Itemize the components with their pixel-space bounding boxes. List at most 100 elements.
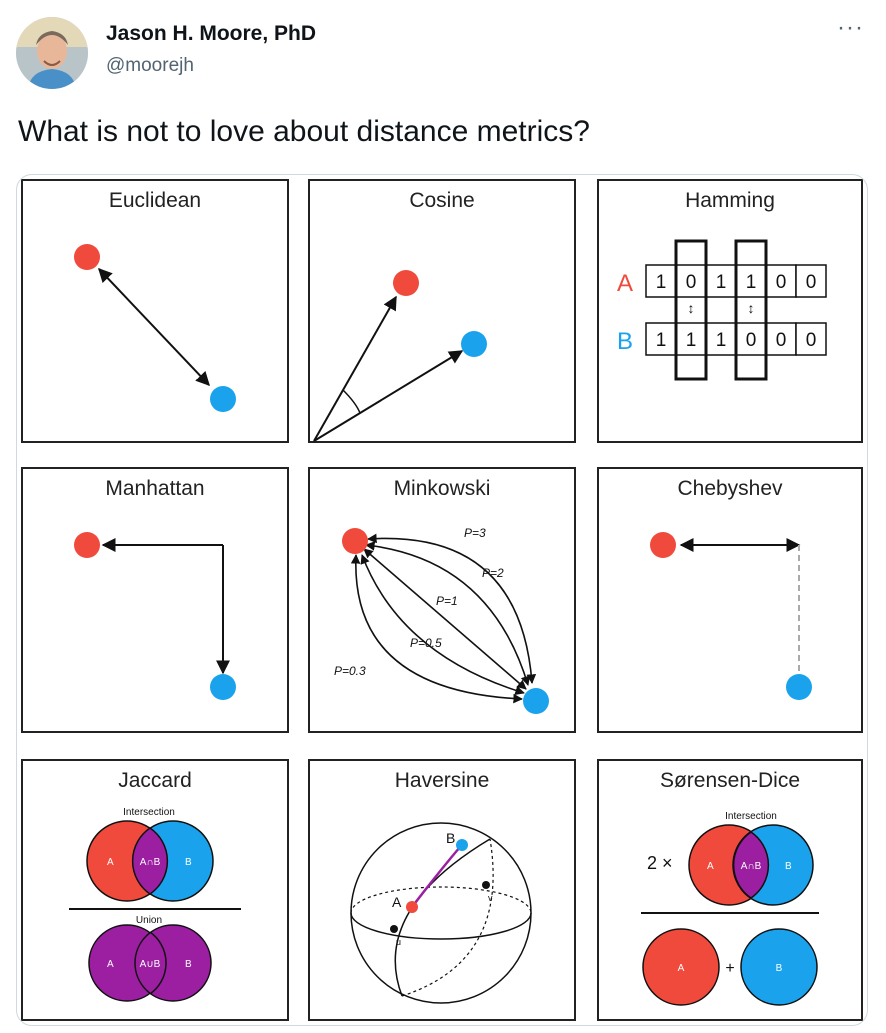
label-b: B	[446, 830, 455, 846]
panel-title: Cosine	[409, 189, 475, 212]
chebyshev-diagram	[650, 532, 812, 700]
label-p3: P=3	[464, 526, 486, 540]
more-options-icon[interactable]: ···	[837, 14, 864, 41]
blue-point	[461, 331, 487, 357]
point-a	[406, 901, 418, 913]
label-v: v	[488, 893, 493, 903]
diff-arrow: ↕	[748, 300, 755, 316]
point-b	[456, 839, 468, 851]
label-a: A	[707, 861, 714, 872]
row-b-bit: 1	[656, 330, 667, 351]
intersection-label: Intersection	[123, 807, 175, 818]
avatar-image	[16, 17, 88, 89]
point-u	[390, 925, 398, 933]
panel-title: Minkowski	[393, 477, 491, 500]
panel-title: Jaccard	[118, 769, 192, 792]
label-a: A	[392, 894, 402, 910]
intersection-region	[131, 827, 169, 895]
meridian-back	[401, 838, 494, 997]
avatar[interactable]	[16, 17, 88, 89]
label-p2: P=2	[482, 566, 504, 580]
panel-cosine: Cosine	[308, 179, 576, 443]
great-circle-arc	[411, 846, 461, 908]
haversine-diagram: A B u v	[350, 822, 532, 1004]
label-p03: P=0.3	[334, 664, 366, 678]
panel-jaccard: Intersection A B A∩B Union A B A∪B Jacca…	[21, 759, 289, 1021]
row-a-bit: 1	[716, 272, 727, 293]
author-name[interactable]: Jason H. Moore, PhD	[106, 22, 317, 45]
label-a-and-b: A∩B	[140, 857, 161, 868]
row-b-bit: 0	[806, 330, 817, 351]
panel-title: Manhattan	[105, 477, 205, 500]
diff-highlight	[674, 239, 708, 381]
point-v	[482, 881, 490, 889]
panel-title: Chebyshev	[677, 477, 783, 500]
union-overlap-edge	[149, 931, 167, 995]
panel-title: Hamming	[685, 189, 775, 212]
row-a-bit: 0	[776, 272, 787, 293]
red-point	[393, 270, 419, 296]
meridian-front	[394, 838, 491, 997]
union-label-b: B	[185, 959, 192, 970]
row-b-bit: 1	[716, 330, 727, 351]
red-point	[650, 532, 676, 558]
vector-a	[313, 295, 397, 442]
author-handle[interactable]: @moorejh	[106, 55, 194, 76]
tweet-text: What is not to love about distance metri…	[18, 115, 590, 148]
row-b-cell	[735, 322, 767, 356]
label-p05: P=0.5	[410, 636, 442, 650]
denominator-b-circle	[740, 928, 818, 1006]
panel-title: Euclidean	[108, 189, 202, 212]
label-a: A	[107, 857, 114, 868]
sorensen-dice-diagram: Intersection 2 × A B A∩B A B +	[641, 811, 819, 1006]
panel-haversine: A B u v Haversine	[308, 759, 576, 1021]
distance-arrow	[98, 267, 210, 387]
label-a-and-b: A∩B	[741, 861, 762, 872]
row-a-bit: 1	[656, 272, 667, 293]
panel-sorensen-dice: Intersection 2 × A B A∩B A B + Sørensen-…	[597, 759, 863, 1021]
row-b-bit: 1	[686, 330, 697, 351]
row-b-bit: 0	[776, 330, 787, 351]
red-point	[74, 244, 100, 270]
row-a-cell	[765, 264, 797, 298]
euclidean-diagram	[74, 244, 236, 412]
hamming-rows: 1 0 1 1 0 01 1 1 0 0 0	[645, 264, 827, 356]
union-label: Union	[136, 915, 162, 926]
panel-chebyshev: Chebyshev	[597, 467, 863, 733]
row-b-bit: 0	[746, 330, 757, 351]
diff-arrow: ↕	[688, 300, 695, 316]
union-b-circle	[134, 924, 212, 1002]
label-b: B	[785, 861, 792, 872]
equator-front	[350, 912, 532, 940]
label-a-or-b: A∪B	[140, 959, 161, 970]
label-b: B	[185, 857, 192, 868]
equator-back	[350, 886, 532, 914]
cosine-diagram	[313, 270, 487, 442]
panel-euclidean: Euclidean	[21, 179, 289, 443]
minkowski-diagram: P=3 P=2 P=1 P=0.5 P=0.3	[334, 526, 549, 714]
plus-sign: +	[725, 960, 734, 977]
red-point	[74, 532, 100, 558]
panel-title: Haversine	[394, 769, 490, 792]
blue-point	[210, 674, 236, 700]
row-a-label: A	[617, 270, 633, 297]
panel-minkowski: P=3 P=2 P=1 P=0.5 P=0.3 Minkowski	[308, 467, 576, 733]
sphere-outline	[350, 822, 532, 1004]
union-label-a: A	[107, 959, 114, 970]
row-a-bit: 0	[686, 272, 697, 293]
label-p1: P=1	[436, 594, 458, 608]
row-a-bit: 1	[746, 272, 757, 293]
red-point	[342, 528, 368, 554]
panel-title: Sørensen-Dice	[659, 769, 801, 792]
row-a-cell	[795, 264, 827, 298]
curve-p03	[350, 554, 523, 704]
curve-p2	[365, 541, 531, 686]
blue-point	[523, 688, 549, 714]
row-a-bit: 0	[806, 272, 817, 293]
denominator-label-b: B	[776, 963, 783, 974]
row-b-cell	[645, 322, 677, 356]
two-times-label: 2 ×	[647, 853, 673, 873]
intersection-label: Intersection	[725, 811, 777, 822]
